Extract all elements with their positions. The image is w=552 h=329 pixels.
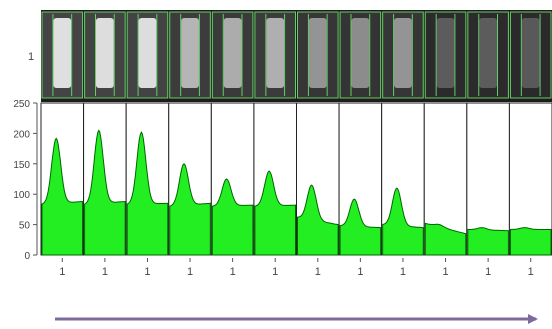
lane-tick-label: 1 bbox=[485, 266, 491, 278]
lane-tick-label: 1 bbox=[272, 266, 278, 278]
profile-panel bbox=[254, 103, 297, 255]
gel-lane bbox=[127, 12, 168, 98]
gel-lane bbox=[298, 12, 339, 98]
lane-tick-label: 1 bbox=[187, 266, 193, 278]
lane-tick-label: 1 bbox=[144, 266, 150, 278]
profile-panel bbox=[84, 103, 127, 255]
gel-lane bbox=[42, 12, 83, 98]
gel-band bbox=[309, 18, 327, 88]
intensity-profile-area bbox=[510, 228, 551, 255]
y-tick-label: 200 bbox=[13, 129, 30, 140]
y-tick-label: 250 bbox=[13, 99, 30, 110]
y-tick-label: 100 bbox=[13, 190, 30, 201]
profile-panel bbox=[169, 103, 212, 255]
intensity-profile-area bbox=[468, 228, 509, 255]
profile-panel bbox=[467, 103, 510, 255]
profile-panel bbox=[126, 103, 169, 255]
lane-tick-label: 1 bbox=[400, 266, 406, 278]
gel-image-strip bbox=[41, 10, 552, 102]
gel-lane bbox=[468, 12, 509, 98]
gel-band bbox=[522, 18, 540, 88]
lane-tick-label: 1 bbox=[528, 266, 534, 278]
profile-panel bbox=[211, 103, 254, 255]
lane-tick-label: 1 bbox=[315, 266, 321, 278]
gel-band bbox=[53, 18, 71, 88]
lane-tick-label: 1 bbox=[59, 266, 65, 278]
profile-panel bbox=[382, 103, 425, 255]
gel-lane bbox=[383, 12, 424, 98]
gel-lane bbox=[340, 12, 381, 98]
lane-tick-label: 1 bbox=[102, 266, 108, 278]
gel-band bbox=[139, 18, 157, 88]
gel-lane bbox=[425, 12, 466, 98]
gel-lane bbox=[85, 12, 126, 98]
profile-panel bbox=[339, 103, 382, 255]
lane-tick-labels: 1 1 1 1 1 1 1 1 1 1 1 1 bbox=[59, 258, 534, 278]
gel-band bbox=[351, 18, 369, 88]
gel-band bbox=[437, 18, 455, 88]
gel-lane bbox=[255, 12, 296, 98]
gel-lane bbox=[170, 12, 211, 98]
lane-tick-label: 1 bbox=[230, 266, 236, 278]
profile-panel bbox=[297, 103, 340, 255]
lane-tick-label: 1 bbox=[442, 266, 448, 278]
profile-panel bbox=[509, 103, 552, 255]
gel-lane bbox=[212, 12, 253, 98]
y-tick-label: 150 bbox=[13, 160, 30, 171]
gel-lane-label: 1 bbox=[28, 51, 34, 63]
gel-band bbox=[266, 18, 284, 88]
y-tick-label: 0 bbox=[24, 251, 30, 262]
profile-panel bbox=[41, 103, 84, 255]
gel-band bbox=[479, 18, 497, 88]
y-tick-label: 50 bbox=[19, 221, 31, 232]
gel-band bbox=[181, 18, 199, 88]
profile-panel bbox=[424, 103, 467, 255]
lane-tick-label: 1 bbox=[357, 266, 363, 278]
gel-band bbox=[394, 18, 412, 88]
gel-lane bbox=[510, 12, 551, 98]
gel-band bbox=[96, 18, 114, 88]
y-axis: 250 200 150 100 50 0 bbox=[13, 99, 37, 262]
intensity-profiles bbox=[41, 103, 552, 255]
gel-band bbox=[224, 18, 242, 88]
